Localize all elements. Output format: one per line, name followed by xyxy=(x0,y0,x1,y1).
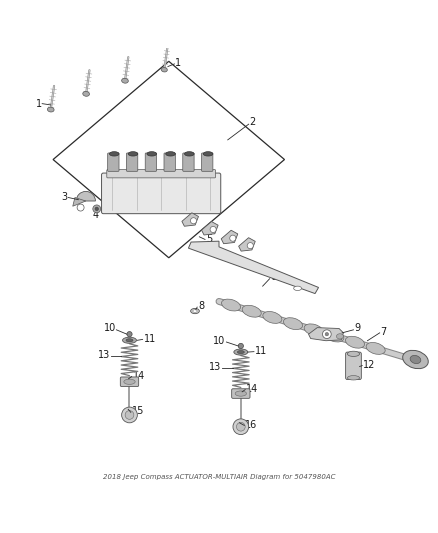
Text: 4: 4 xyxy=(93,210,99,220)
Polygon shape xyxy=(188,241,318,294)
Ellipse shape xyxy=(166,152,175,156)
Ellipse shape xyxy=(347,376,360,380)
Ellipse shape xyxy=(242,305,261,317)
Text: 11: 11 xyxy=(255,346,267,356)
Text: 13: 13 xyxy=(98,350,110,360)
Ellipse shape xyxy=(410,356,421,364)
Ellipse shape xyxy=(184,152,194,156)
Circle shape xyxy=(95,207,99,211)
Ellipse shape xyxy=(346,336,364,348)
Text: 1: 1 xyxy=(175,58,181,68)
Ellipse shape xyxy=(193,310,197,312)
Ellipse shape xyxy=(263,311,282,324)
Ellipse shape xyxy=(347,351,360,357)
Circle shape xyxy=(77,204,84,211)
Text: 7: 7 xyxy=(381,327,387,337)
Text: 3: 3 xyxy=(61,192,67,201)
Text: 15: 15 xyxy=(132,407,144,416)
Ellipse shape xyxy=(126,339,133,342)
Polygon shape xyxy=(201,222,218,235)
FancyBboxPatch shape xyxy=(127,153,138,171)
Circle shape xyxy=(237,422,245,431)
Text: 10: 10 xyxy=(104,324,117,334)
Ellipse shape xyxy=(122,78,128,83)
Ellipse shape xyxy=(191,309,199,313)
Ellipse shape xyxy=(47,107,54,112)
Ellipse shape xyxy=(325,330,344,342)
Text: 6: 6 xyxy=(271,272,277,282)
Text: 2: 2 xyxy=(250,117,256,127)
FancyBboxPatch shape xyxy=(201,153,213,171)
Circle shape xyxy=(233,419,249,434)
FancyBboxPatch shape xyxy=(346,352,361,379)
Ellipse shape xyxy=(123,337,137,343)
Text: 9: 9 xyxy=(354,324,360,334)
FancyBboxPatch shape xyxy=(108,153,119,171)
Ellipse shape xyxy=(203,152,213,156)
Text: 16: 16 xyxy=(245,419,258,430)
Wedge shape xyxy=(76,191,95,201)
Circle shape xyxy=(191,217,197,224)
Text: 1: 1 xyxy=(35,99,42,109)
Ellipse shape xyxy=(366,343,385,354)
Circle shape xyxy=(325,333,328,336)
Text: 14: 14 xyxy=(133,370,145,381)
Ellipse shape xyxy=(147,152,156,156)
Circle shape xyxy=(238,343,244,349)
Polygon shape xyxy=(239,238,255,251)
Ellipse shape xyxy=(110,152,119,156)
Polygon shape xyxy=(221,230,238,244)
FancyBboxPatch shape xyxy=(102,173,221,214)
FancyBboxPatch shape xyxy=(107,169,215,178)
Ellipse shape xyxy=(336,334,343,339)
Text: 10: 10 xyxy=(213,336,226,346)
FancyBboxPatch shape xyxy=(164,153,175,171)
Text: 8: 8 xyxy=(198,301,204,311)
FancyBboxPatch shape xyxy=(232,389,250,398)
Ellipse shape xyxy=(83,92,89,96)
Text: 5: 5 xyxy=(206,235,212,245)
Circle shape xyxy=(125,410,134,419)
Ellipse shape xyxy=(222,299,240,311)
Circle shape xyxy=(127,332,132,337)
FancyBboxPatch shape xyxy=(183,153,194,171)
Text: 12: 12 xyxy=(363,360,375,370)
Ellipse shape xyxy=(235,391,247,396)
Circle shape xyxy=(230,235,236,241)
FancyBboxPatch shape xyxy=(120,377,139,386)
Ellipse shape xyxy=(304,324,323,336)
Circle shape xyxy=(210,227,216,232)
Text: 11: 11 xyxy=(144,334,156,344)
Circle shape xyxy=(122,407,138,423)
Ellipse shape xyxy=(124,379,135,384)
Circle shape xyxy=(247,243,253,249)
Circle shape xyxy=(93,205,101,213)
Text: 13: 13 xyxy=(209,362,222,372)
Ellipse shape xyxy=(234,349,248,355)
Polygon shape xyxy=(308,328,343,341)
Text: 14: 14 xyxy=(246,384,258,394)
Polygon shape xyxy=(182,213,198,226)
FancyBboxPatch shape xyxy=(145,153,156,171)
Ellipse shape xyxy=(237,351,244,353)
Ellipse shape xyxy=(283,318,303,329)
Polygon shape xyxy=(73,198,86,206)
Ellipse shape xyxy=(128,152,138,156)
Ellipse shape xyxy=(161,68,167,72)
Circle shape xyxy=(322,330,331,338)
Ellipse shape xyxy=(293,286,301,290)
Ellipse shape xyxy=(403,350,428,369)
Text: 2018 Jeep Compass ACTUATOR-MULTIAIR Diagram for 5047980AC: 2018 Jeep Compass ACTUATOR-MULTIAIR Diag… xyxy=(103,474,335,480)
